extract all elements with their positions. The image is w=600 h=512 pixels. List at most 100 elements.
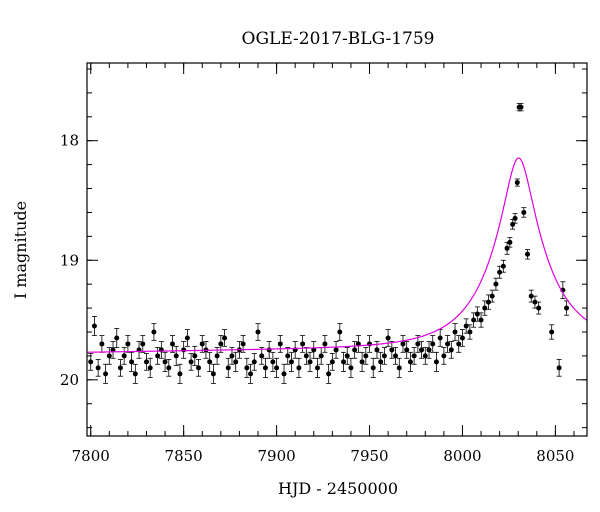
data-marker	[463, 323, 469, 329]
data-marker	[532, 299, 538, 305]
data-marker	[564, 305, 570, 311]
data-point	[248, 363, 254, 384]
data-marker	[196, 365, 202, 371]
data-marker	[514, 180, 520, 186]
data-marker	[478, 317, 484, 323]
data-point	[300, 335, 306, 353]
data-marker	[471, 317, 477, 323]
data-point	[549, 324, 555, 340]
data-marker	[296, 365, 302, 371]
data-marker	[556, 365, 562, 371]
data-point	[452, 323, 458, 341]
data-point	[229, 347, 235, 365]
data-marker	[240, 341, 246, 347]
data-marker	[370, 365, 376, 371]
data-point	[314, 357, 320, 378]
data-marker	[493, 281, 499, 287]
data-marker	[400, 341, 406, 347]
data-marker	[229, 353, 235, 359]
data-marker	[348, 365, 354, 371]
data-marker	[192, 353, 198, 359]
data-marker	[396, 365, 402, 371]
data-marker	[277, 341, 283, 347]
data-point	[512, 213, 518, 224]
data-marker	[536, 305, 542, 311]
data-marker	[255, 329, 261, 335]
data-marker	[393, 353, 399, 359]
data-marker	[132, 371, 138, 377]
data-point	[489, 289, 495, 303]
data-marker	[188, 359, 194, 365]
data-marker	[177, 371, 183, 377]
data-marker	[125, 341, 131, 347]
data-point	[525, 249, 531, 260]
data-marker	[262, 365, 268, 371]
data-marker	[389, 347, 395, 353]
data-point	[151, 323, 157, 341]
data-marker	[497, 269, 503, 275]
data-marker	[270, 359, 276, 365]
data-marker	[459, 335, 465, 341]
data-marker	[326, 371, 332, 377]
x-axis-label: HJD - 2450000	[278, 479, 398, 498]
data-point	[140, 335, 146, 353]
data-point	[251, 353, 257, 371]
data-point	[564, 300, 570, 316]
data-marker	[91, 323, 97, 329]
data-marker	[419, 347, 425, 353]
data-point	[344, 347, 350, 365]
data-point	[322, 335, 328, 353]
data-point	[129, 351, 135, 372]
data-marker	[378, 359, 384, 365]
data-marker	[259, 353, 265, 359]
data-point	[518, 103, 524, 112]
data-marker	[437, 335, 443, 341]
data-marker	[129, 359, 135, 365]
data-point	[422, 347, 428, 365]
data-marker	[352, 347, 358, 353]
data-marker	[314, 365, 320, 371]
data-point	[285, 347, 291, 365]
data-point	[459, 329, 465, 347]
data-point	[311, 341, 317, 359]
data-marker	[549, 329, 555, 335]
data-marker	[518, 104, 524, 110]
data-point	[433, 351, 439, 372]
major-ticks	[87, 63, 587, 436]
data-point	[266, 341, 272, 359]
data-marker	[500, 263, 506, 269]
plot-frame	[86, 62, 588, 437]
data-point	[370, 357, 376, 378]
data-marker	[359, 359, 365, 365]
data-point	[359, 351, 365, 372]
data-point	[166, 359, 172, 377]
data-marker	[381, 353, 387, 359]
data-marker	[311, 347, 317, 353]
data-marker	[510, 221, 516, 227]
data-marker	[248, 371, 254, 377]
data-marker	[433, 359, 439, 365]
data-marker	[173, 353, 179, 359]
y-axis-label: I magnitude	[11, 201, 30, 299]
data-marker	[467, 329, 473, 335]
data-marker	[103, 371, 109, 377]
data-point	[173, 345, 179, 366]
chart-title: OGLE-2017-BLG-1759	[242, 29, 435, 49]
data-marker	[407, 359, 413, 365]
data-point	[467, 324, 473, 340]
data-marker	[266, 347, 272, 353]
data-marker	[525, 251, 531, 257]
data-marker	[474, 311, 480, 317]
data-marker	[233, 359, 239, 365]
data-point	[381, 347, 387, 365]
data-point	[114, 328, 120, 348]
data-marker	[430, 341, 436, 347]
x-tick-label: 8000	[443, 447, 481, 465]
data-point	[296, 357, 302, 378]
data-marker	[322, 341, 328, 347]
data-point	[181, 341, 187, 359]
data-marker	[140, 341, 146, 347]
data-point	[88, 353, 94, 371]
data-points	[88, 103, 570, 384]
